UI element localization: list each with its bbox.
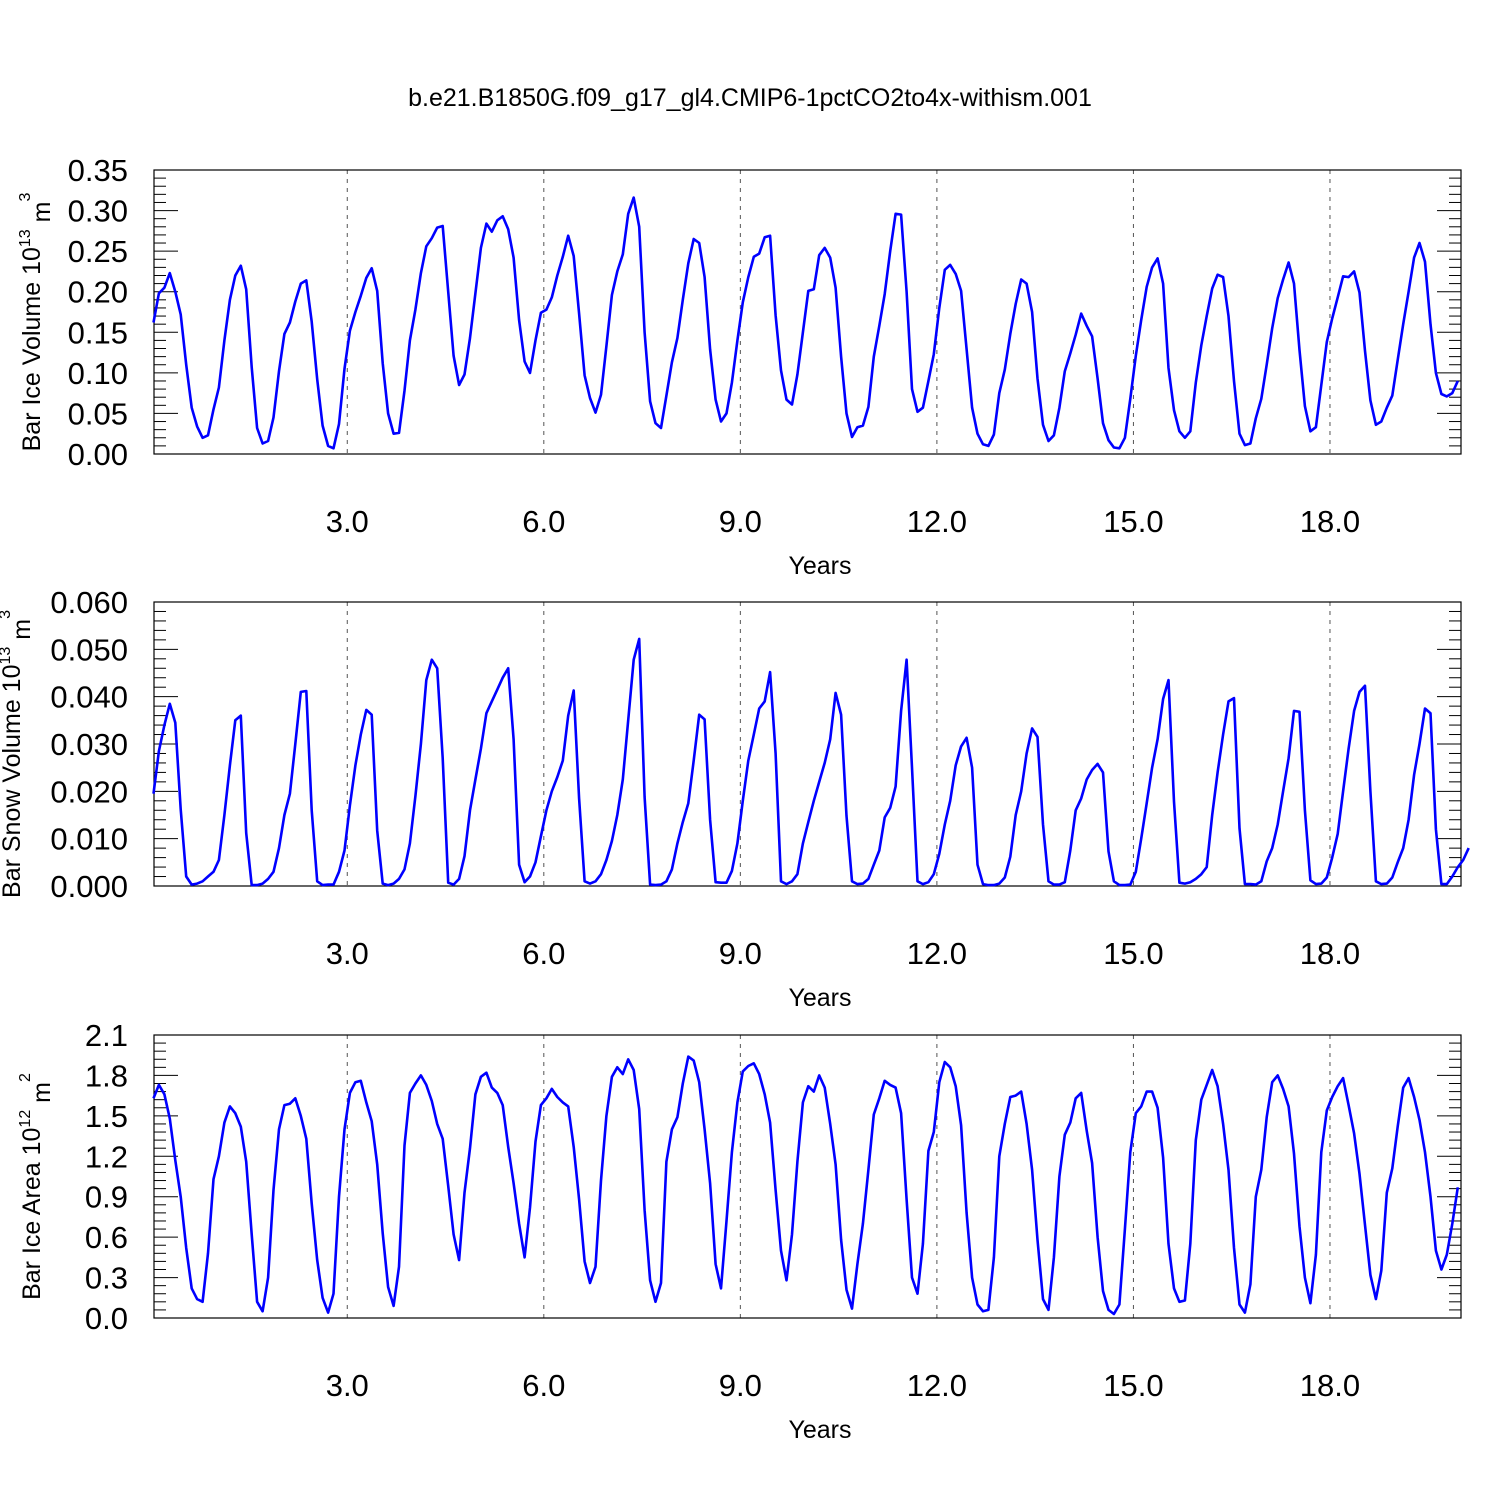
y-tick-label: 0.20 [68,275,128,310]
x-axis-label: Years [788,984,851,1012]
series-line [152,637,1470,887]
y-axis-label-part: 3 [17,193,34,202]
y-axis-label-part: 2 [17,1073,34,1082]
y-tick-label: 0.9 [85,1180,128,1215]
y-tick-label: 0.010 [50,822,128,857]
y-tick-label: 0.25 [68,234,128,269]
y-axis-label-part: m [28,202,56,230]
x-tick-label: 12.0 [907,504,967,539]
y-tick-label: 0.15 [68,315,128,350]
y-axis-label: Bar Snow Volume 1013 m3 [0,610,36,898]
x-tick-label: 3.0 [326,936,369,971]
x-tick-label: 15.0 [1103,504,1163,539]
x-tick-label: 9.0 [719,504,762,539]
x-tick-label: 15.0 [1103,1368,1163,1403]
series-line [152,196,1459,450]
y-axis-label-part: 3 [0,610,14,619]
x-tick-label: 9.0 [719,1368,762,1403]
y-axis-label-part: m [28,1082,56,1110]
figure-title: b.e21.B1850G.f09_g17_gl4.CMIP6-1pctCO2to… [408,84,1092,112]
y-tick-label: 0.030 [50,727,128,762]
y-axis-label-part: 12 [17,1110,34,1128]
y-tick-label: 0.30 [68,194,128,229]
y-tick-label: 0.6 [85,1220,128,1255]
series-line [152,1055,1460,1316]
panel-3: 0.0 0.3 0.6 0.9 1.2 1.5 1.8 2.1 3.0 6.0 9.0 12.0 15.… [17,1018,1462,1444]
y-tick-label: 0.00 [68,437,128,472]
panel-1: 0.00 0.05 0.10 0.15 0.20 0.25 0.30 0.35 3.0 6.0 9.… [17,153,1462,580]
x-tick-label: 6.0 [522,936,565,971]
y-axis-label: Bar Ice Area 1012 m2 [17,1073,56,1300]
y-axis-label-part: Bar Snow Volume 10 [0,665,26,898]
x-tick-label: 6.0 [522,1368,565,1403]
x-tick-label: 15.0 [1103,936,1163,971]
y-tick-label: 2.1 [85,1018,128,1053]
x-tick-label: 18.0 [1300,936,1360,971]
y-tick-label: 0.3 [85,1261,128,1296]
y-tick-label: 0.050 [50,632,128,667]
x-tick-label: 12.0 [907,1368,967,1403]
y-axis-label-part: Bar Ice Volume 10 [18,247,46,451]
x-tick-label: 9.0 [719,936,762,971]
panels: 0.00 0.05 0.10 0.15 0.20 0.25 0.30 0.35 3.0 6.0 9.… [0,153,1470,1444]
plot-frame [153,169,1462,455]
y-tick-label: 1.5 [85,1099,128,1134]
y-tick-label: 1.8 [85,1058,128,1093]
y-tick-label: 0.05 [68,396,128,431]
y-tick-label: 0.040 [50,680,128,715]
y-tick-label: 0.0 [85,1301,128,1336]
y-axis-label-part: 13 [0,647,14,665]
x-tick-label: 18.0 [1300,1368,1360,1403]
x-tick-label: 12.0 [907,936,967,971]
x-axis-label: Years [788,1416,851,1444]
plot-frame [153,601,1462,887]
plot-frame [153,1034,1462,1319]
y-axis-label-part: Bar Ice Area 10 [18,1128,46,1300]
y-axis-label-part: 13 [17,229,34,247]
y-tick-label: 0.000 [50,869,128,904]
x-axis-label: Years [788,552,851,580]
x-tick-label: 3.0 [326,504,369,539]
x-tick-label: 3.0 [326,1368,369,1403]
panel-2: 0.000 0.010 0.020 0.030 0.040 0.050 0.060 3.0 6.… [0,585,1470,1012]
y-tick-label: 0.35 [68,153,128,188]
y-tick-label: 0.020 [50,774,128,809]
x-tick-label: 6.0 [522,504,565,539]
y-axis-label: Bar Ice Volume 1013 m3 [17,193,56,452]
y-axis-label-part: m [8,619,36,647]
y-tick-label: 0.060 [50,585,128,620]
x-tick-label: 18.0 [1300,504,1360,539]
y-tick-label: 1.2 [85,1139,128,1174]
y-tick-label: 0.10 [68,356,128,391]
